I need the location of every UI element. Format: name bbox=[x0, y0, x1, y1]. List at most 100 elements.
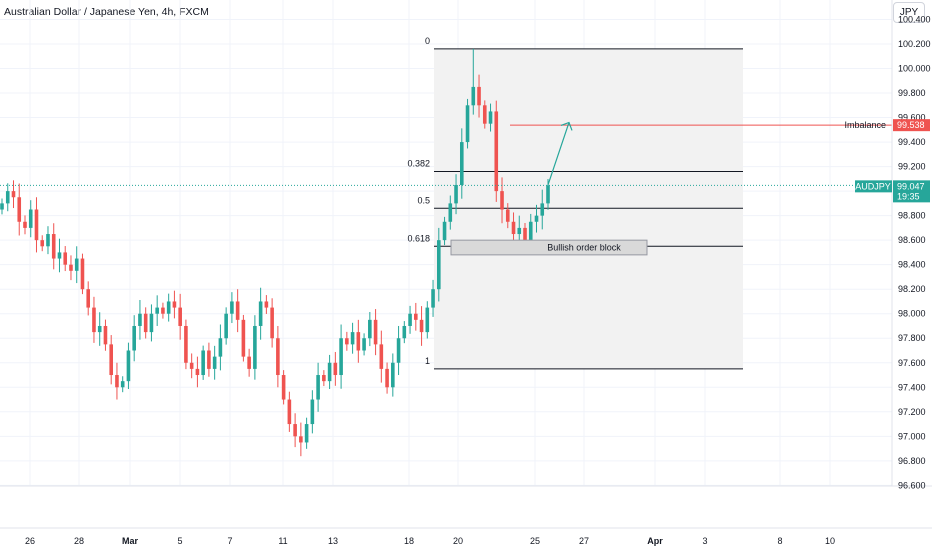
candle bbox=[293, 413, 297, 448]
candle-body bbox=[477, 86, 481, 106]
candle bbox=[5, 183, 10, 212]
projection-arrow-line bbox=[547, 122, 570, 186]
candle-body bbox=[97, 325, 102, 333]
candle bbox=[540, 189, 545, 230]
candle bbox=[488, 103, 493, 132]
candlestick-series bbox=[0, 48, 550, 457]
price-tick-label: 99.400 bbox=[898, 137, 926, 147]
candle-body bbox=[454, 184, 458, 204]
price-tick-label: 100.400 bbox=[898, 14, 931, 24]
candle bbox=[253, 315, 257, 380]
date-tick-label: 8 bbox=[777, 536, 782, 546]
candle-body bbox=[201, 350, 205, 376]
last-price-tag-bg bbox=[893, 180, 930, 203]
order-block-box bbox=[450, 239, 648, 256]
candle bbox=[327, 354, 332, 389]
candle-body bbox=[523, 227, 527, 241]
candle-body bbox=[230, 301, 234, 314]
candle bbox=[184, 319, 188, 370]
candle-body bbox=[86, 289, 91, 308]
date-tick-label: 10 bbox=[825, 536, 835, 546]
candle bbox=[57, 238, 62, 273]
candle bbox=[264, 295, 269, 314]
candle bbox=[103, 319, 108, 351]
candle-body bbox=[28, 209, 33, 228]
price-tick-label: 99.800 bbox=[898, 88, 926, 98]
candle bbox=[109, 335, 113, 385]
price-tick-label: 98.800 bbox=[898, 211, 926, 221]
candle bbox=[465, 98, 470, 149]
candle-body bbox=[172, 301, 177, 308]
candle bbox=[408, 305, 412, 334]
date-tick-label: 28 bbox=[74, 536, 84, 546]
candle-body bbox=[431, 289, 435, 308]
candle bbox=[385, 362, 389, 394]
candle-body bbox=[534, 215, 539, 222]
candle bbox=[281, 370, 286, 405]
candle-body bbox=[362, 338, 366, 351]
date-tick-label: 3 bbox=[702, 536, 707, 546]
candle bbox=[161, 302, 165, 319]
candle bbox=[350, 322, 355, 354]
candle bbox=[534, 204, 539, 233]
candle-body bbox=[109, 344, 113, 376]
candle-body bbox=[149, 313, 154, 333]
candle-body bbox=[34, 209, 39, 241]
candle-body bbox=[115, 375, 119, 388]
candle-body bbox=[546, 185, 550, 204]
fibonacci-zone[interactable] bbox=[434, 48, 743, 369]
price-tick-label: 100.000 bbox=[898, 64, 931, 74]
candle-body bbox=[92, 307, 96, 333]
candle-body bbox=[155, 307, 159, 314]
candle bbox=[201, 345, 205, 380]
candle bbox=[482, 100, 487, 129]
date-tick-label: 25 bbox=[530, 536, 540, 546]
candle-body bbox=[304, 424, 309, 443]
candle-body bbox=[488, 111, 493, 124]
candle bbox=[86, 281, 91, 316]
candle-body bbox=[161, 307, 165, 314]
candle bbox=[425, 301, 430, 339]
candle bbox=[115, 362, 119, 400]
imbalance-tag-value: 99.538 bbox=[897, 120, 925, 130]
price-tick-label: 100.200 bbox=[898, 39, 931, 49]
candle-body bbox=[511, 221, 516, 235]
candle-body bbox=[350, 332, 355, 345]
price-tick-label: 97.000 bbox=[898, 431, 926, 441]
annotations[interactable]: Imbalance Bullish order block bbox=[0, 120, 892, 256]
candle bbox=[500, 177, 504, 224]
date-tick-label: 20 bbox=[453, 536, 463, 546]
candle-body bbox=[281, 375, 286, 400]
candle bbox=[494, 100, 499, 202]
candle bbox=[396, 325, 401, 376]
candle-body bbox=[368, 319, 372, 339]
price-tick-label: 99.200 bbox=[898, 162, 926, 172]
fib-level-label: 1 bbox=[425, 356, 430, 366]
candle-body bbox=[207, 350, 211, 369]
price-tick-label: 99.600 bbox=[898, 113, 926, 123]
date-tick-label: Apr bbox=[647, 536, 663, 546]
fib-level-label: 0.5 bbox=[417, 195, 430, 205]
price-tick-label: 96.800 bbox=[898, 456, 926, 466]
candle-body bbox=[132, 325, 136, 351]
candle-body bbox=[218, 338, 223, 357]
candle-body bbox=[316, 375, 320, 400]
candle-body bbox=[51, 234, 56, 259]
candle-body bbox=[253, 325, 257, 369]
candle bbox=[218, 324, 223, 371]
candle-body bbox=[63, 252, 68, 265]
imbalance-label: Imbalance bbox=[844, 120, 886, 130]
currency-button[interactable]: JPY bbox=[893, 2, 925, 23]
date-tick-label: 7 bbox=[227, 536, 232, 546]
candle-body bbox=[195, 368, 200, 376]
candle bbox=[373, 309, 378, 356]
candle-body bbox=[224, 313, 228, 339]
candle-body bbox=[80, 258, 85, 290]
candle bbox=[138, 299, 142, 340]
candle-body bbox=[74, 258, 79, 271]
candle bbox=[511, 212, 516, 244]
candle bbox=[97, 312, 102, 346]
candle bbox=[333, 351, 338, 386]
